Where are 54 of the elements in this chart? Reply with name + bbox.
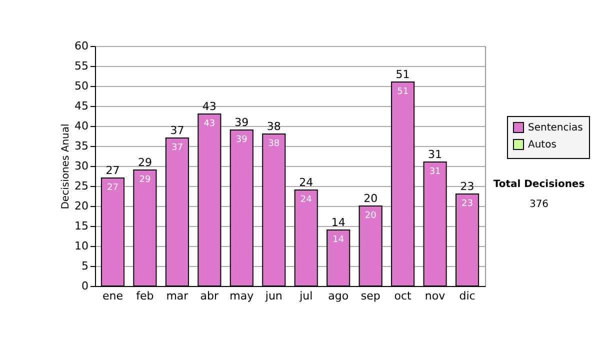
data-label: 43 <box>204 119 216 129</box>
total-label: 39 <box>234 116 249 129</box>
total-label: 51 <box>396 68 410 81</box>
x-tick-label: ago <box>328 290 349 302</box>
text: 376 <box>529 199 549 210</box>
total-label: 38 <box>266 120 281 133</box>
x-tick-label: nov <box>424 290 446 302</box>
data-label: 14 <box>332 235 344 245</box>
legend-label: Autos <box>528 140 556 150</box>
total-label: 14 <box>331 216 346 229</box>
x-tick-label: ene <box>102 290 124 302</box>
data-label: 31 <box>429 167 441 177</box>
data-label: 38 <box>268 139 280 149</box>
x-tick-label: jul <box>298 290 313 302</box>
x-tick-label: jun <box>264 290 282 302</box>
data-label: 27 <box>107 183 118 193</box>
y-tick-label: 15 <box>74 220 88 232</box>
total-label: 27 <box>106 164 120 177</box>
total-label: 20 <box>364 192 378 205</box>
y-tick-label: 50 <box>74 80 88 92</box>
x-tick-label: oct <box>394 290 412 302</box>
x-tick-label: dic <box>459 290 476 302</box>
legend-label: Sentencias <box>528 122 583 134</box>
y-axis-title: Decisiones Anual <box>60 124 72 210</box>
data-label: 20 <box>364 211 377 221</box>
x-tick-label: may <box>230 290 254 302</box>
total-label: 29 <box>138 156 152 169</box>
y-tick-label: 60 <box>74 40 88 52</box>
data-label: 24 <box>300 195 312 205</box>
x-tick-label: abr <box>200 290 220 302</box>
total-label: 37 <box>170 124 184 137</box>
y-tick-label: 55 <box>74 60 88 72</box>
data-label: 37 <box>171 143 183 153</box>
y-tick-label: 10 <box>74 240 88 252</box>
data-label: 23 <box>462 199 473 209</box>
data-label: 51 <box>397 87 409 97</box>
x-tick-label: mar <box>166 290 189 302</box>
data-label: 29 <box>139 175 151 185</box>
data-label: 39 <box>236 135 248 145</box>
y-tick-label: 40 <box>74 120 88 132</box>
x-tick-label: feb <box>136 290 154 302</box>
total-label: 43 <box>202 100 216 113</box>
total-label: 24 <box>299 176 314 189</box>
total-label: 23 <box>460 180 474 193</box>
y-tick-label: 35 <box>74 140 88 152</box>
y-tick-label: 20 <box>74 200 88 212</box>
y-tick-label: 5 <box>82 260 88 272</box>
y-tick-label: 25 <box>74 180 88 192</box>
text: Total Decisiones <box>493 179 585 190</box>
y-tick-label: 30 <box>74 160 88 172</box>
y-tick-label: 0 <box>82 280 88 292</box>
y-tick-label: 45 <box>74 100 88 112</box>
total-label: 31 <box>428 148 442 161</box>
x-tick-label: sep <box>360 290 380 302</box>
